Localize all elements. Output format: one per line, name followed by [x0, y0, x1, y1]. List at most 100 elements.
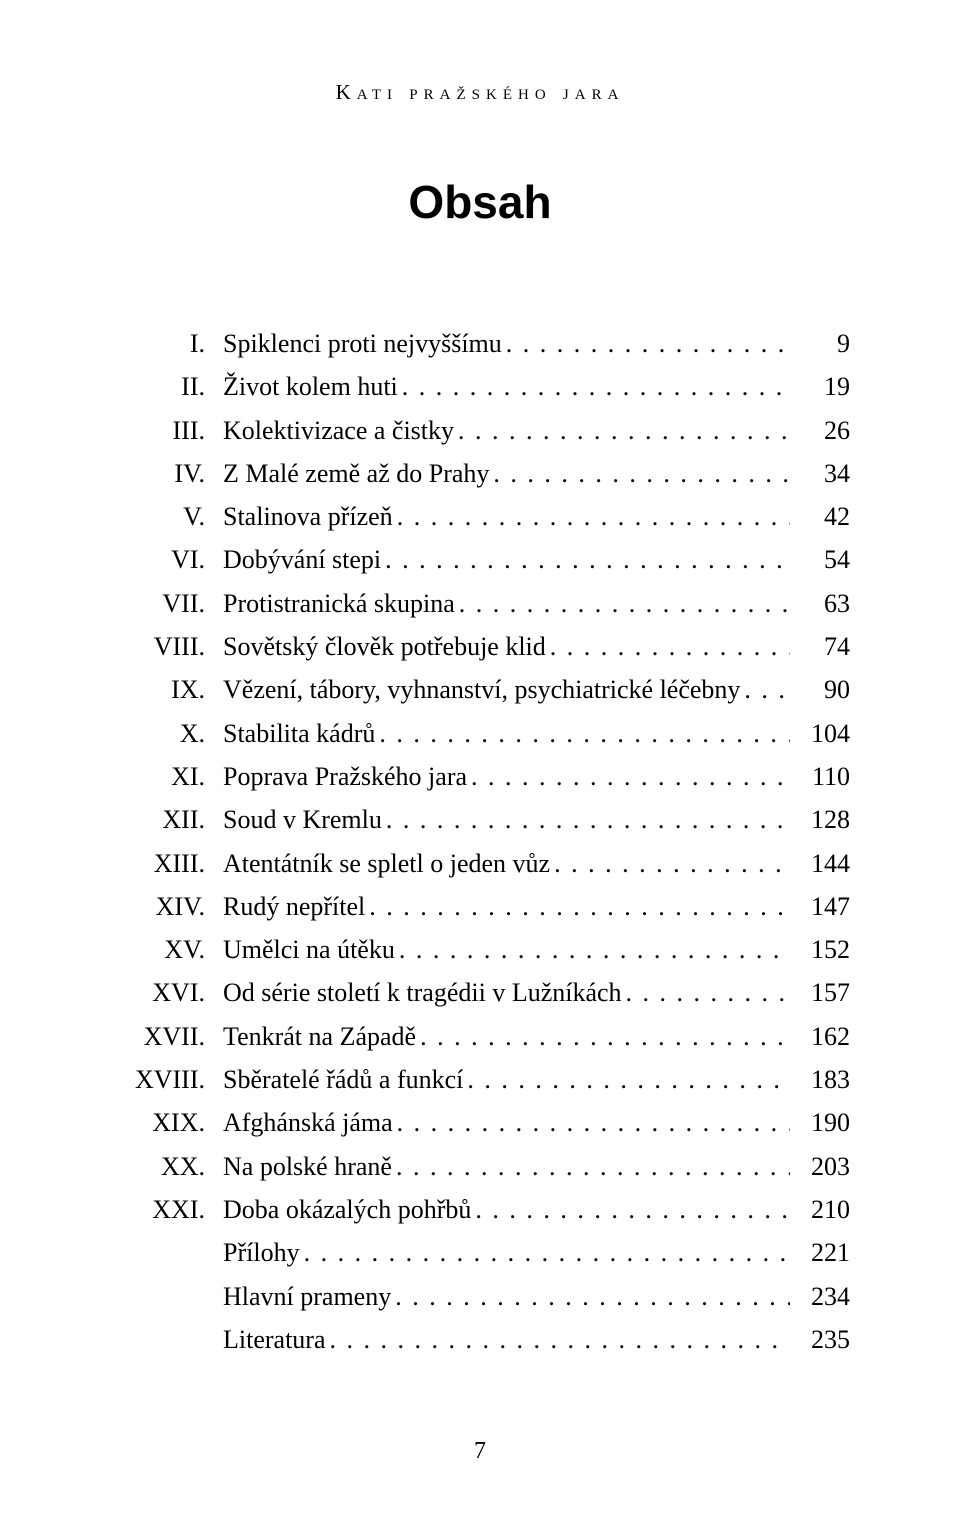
chapter-page: 34 — [790, 454, 850, 494]
dot-leader — [471, 1190, 790, 1230]
chapter-number: V. — [110, 497, 223, 537]
toc-row: Literatura235 — [110, 1320, 850, 1360]
chapter-title: Od série století k tragédii v Lužníkách — [223, 973, 622, 1013]
chapter-number: II. — [110, 367, 223, 407]
chapter-page: 144 — [790, 844, 850, 884]
dot-leader — [393, 1103, 790, 1143]
toc-row: Přílohy 221 — [110, 1233, 850, 1273]
toc-row: XVIII.Sběratelé řádů a funkcí183 — [110, 1060, 850, 1100]
toc-row: XVI.Od série století k tragédii v Lužník… — [110, 973, 850, 1013]
chapter-number: XVII. — [110, 1017, 223, 1057]
chapter-title: Přílohy — [223, 1233, 300, 1273]
chapter-page: 26 — [790, 411, 850, 451]
toc-row: XV.Umělci na útěku 152 — [110, 930, 850, 970]
chapter-title: Stabilita kádrů — [223, 714, 375, 754]
chapter-number: XIX. — [110, 1103, 223, 1143]
toc-row: XIII.Atentátník se spletl o jeden vůz 144 — [110, 844, 850, 884]
chapter-number: XX. — [110, 1147, 223, 1187]
dot-leader — [300, 1233, 790, 1273]
dot-leader — [489, 454, 790, 494]
chapter-number: XIV. — [110, 887, 223, 927]
chapter-title: Hlavní prameny — [223, 1277, 391, 1317]
toc-row: III.Kolektivizace a čistky 26 — [110, 411, 850, 451]
chapter-title: Sběratelé řádů a funkcí — [223, 1060, 463, 1100]
toc-row: V.Stalinova přízeň 42 — [110, 497, 850, 537]
dot-leader — [622, 973, 790, 1013]
dot-leader — [326, 1320, 791, 1360]
chapter-title: Atentátník se spletl o jeden vůz — [223, 844, 550, 884]
dot-leader — [365, 887, 790, 927]
chapter-page: 235 — [790, 1320, 850, 1360]
toc-list: I.Spiklenci proti nejvyššímu9II.Život ko… — [110, 324, 850, 1360]
chapter-page: 183 — [790, 1060, 850, 1100]
toc-row: VII.Protistranická skupina63 — [110, 584, 850, 624]
chapter-page: 128 — [790, 800, 850, 840]
chapter-title: Rudý nepřítel — [223, 887, 365, 927]
chapter-page: 152 — [790, 930, 850, 970]
dot-leader — [463, 1060, 790, 1100]
toc-row: II.Život kolem huti 19 — [110, 367, 850, 407]
chapter-number: III. — [110, 411, 223, 451]
chapter-page: 54 — [790, 540, 850, 580]
chapter-number: X. — [110, 714, 223, 754]
dot-leader — [391, 1277, 790, 1317]
chapter-number: XV. — [110, 930, 223, 970]
dot-leader — [454, 411, 790, 451]
toc-row: XX.Na polské hraně203 — [110, 1147, 850, 1187]
chapter-page: 234 — [790, 1277, 850, 1317]
toc-row: VI.Dobývání stepi54 — [110, 540, 850, 580]
dot-leader — [392, 1147, 790, 1187]
dot-leader — [550, 844, 790, 884]
chapter-number: VIII. — [110, 627, 223, 667]
dot-leader — [467, 757, 790, 797]
chapter-page: 203 — [790, 1147, 850, 1187]
chapter-number: XIII. — [110, 844, 223, 884]
chapter-number: I. — [110, 324, 223, 364]
chapter-title: Z Malé země až do Prahy — [223, 454, 489, 494]
chapter-page: 63 — [790, 584, 850, 624]
dot-leader — [502, 324, 790, 364]
chapter-number: VI. — [110, 540, 223, 580]
chapter-title: Protistranická skupina — [223, 584, 455, 624]
chapter-page: 210 — [790, 1190, 850, 1230]
chapter-page: 90 — [790, 670, 850, 710]
page-number: 7 — [0, 1438, 960, 1465]
chapter-page: 147 — [790, 887, 850, 927]
toc-row: Hlavní prameny 234 — [110, 1277, 850, 1317]
toc-row: XXI.Doba okázalých pohřbů210 — [110, 1190, 850, 1230]
dot-leader — [546, 627, 790, 667]
chapter-title: Stalinova přízeň — [223, 497, 393, 537]
toc-row: XVII.Tenkrát na Západě162 — [110, 1017, 850, 1057]
chapter-title: Doba okázalých pohřbů — [223, 1190, 471, 1230]
chapter-title: Kolektivizace a čistky — [223, 411, 454, 451]
chapter-title: Afghánská jáma — [223, 1103, 393, 1143]
toc-row: I.Spiklenci proti nejvyššímu9 — [110, 324, 850, 364]
chapter-number: IV. — [110, 454, 223, 494]
chapter-page: 190 — [790, 1103, 850, 1143]
chapter-page: 104 — [790, 714, 850, 754]
dot-leader — [395, 930, 790, 970]
dot-leader — [740, 670, 790, 710]
toc-row: VIII.Sovětský člověk potřebuje klid74 — [110, 627, 850, 667]
chapter-title: Umělci na útěku — [223, 930, 395, 970]
toc-row: XIX.Afghánská jáma 190 — [110, 1103, 850, 1143]
chapter-title: Tenkrát na Západě — [223, 1017, 416, 1057]
dot-leader — [381, 540, 790, 580]
chapter-page: 74 — [790, 627, 850, 667]
dot-leader — [455, 584, 790, 624]
chapter-title: Soud v Kremlu — [223, 800, 382, 840]
chapter-title: Poprava Pražského jara — [223, 757, 467, 797]
toc-row: XI.Poprava Pražského jara110 — [110, 757, 850, 797]
chapter-title: Život kolem huti — [223, 367, 398, 407]
chapter-page: 221 — [790, 1233, 850, 1273]
chapter-page: 157 — [790, 973, 850, 1013]
chapter-number: XVI. — [110, 973, 223, 1013]
chapter-page: 110 — [790, 757, 850, 797]
toc-row: IV.Z Malé země až do Prahy 34 — [110, 454, 850, 494]
chapter-title: Vězení, tábory, vyhnanství, psychiatrick… — [223, 670, 740, 710]
chapter-page: 42 — [790, 497, 850, 537]
toc-title: Obsah — [110, 175, 850, 229]
chapter-page: 19 — [790, 367, 850, 407]
page: Kati pražského jara Obsah I.Spiklenci pr… — [0, 0, 960, 1535]
chapter-page: 9 — [790, 324, 850, 364]
